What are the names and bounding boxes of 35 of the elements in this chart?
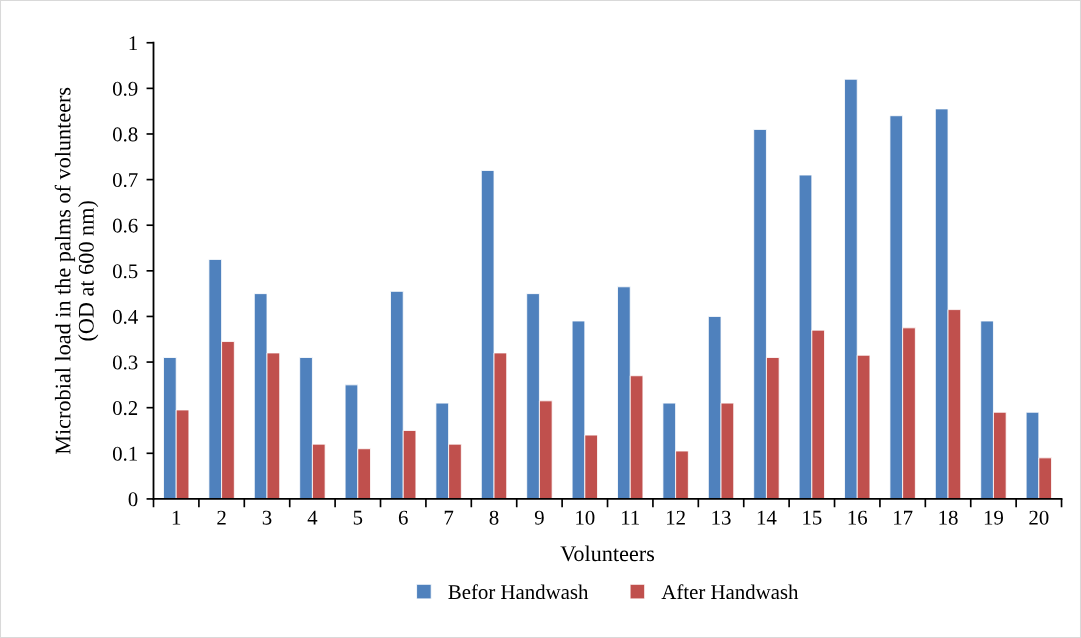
- x-tick-label: 14: [757, 510, 777, 525]
- y-tick-label: 0.7: [112, 172, 138, 188]
- x-tick-label: 19: [984, 510, 1003, 525]
- x-tick-label: 3: [262, 510, 272, 525]
- x-tick-label: 20: [1029, 510, 1049, 525]
- y-tick-label: 0.3: [112, 355, 138, 370]
- x-tick-label: 15: [803, 510, 822, 525]
- y-tick-label: 0.4: [112, 309, 138, 324]
- x-tick-label: 18: [939, 510, 958, 525]
- y-tick-label: 0.9: [112, 81, 138, 96]
- x-tick-label: 17: [894, 510, 913, 525]
- x-tick-label: 5: [353, 510, 363, 525]
- x-tick-label: 7: [444, 510, 454, 525]
- x-axis-title: Volunteers: [560, 545, 655, 562]
- y-axis-title: Microbial load in the palms of volunteers (OD at 600 nm): [54, 87, 99, 455]
- x-tick-label: 8: [489, 510, 499, 525]
- x-tick-label: 12: [667, 510, 685, 525]
- legend-label: After Handwash: [661, 584, 799, 600]
- x-tick-label: 6: [398, 510, 408, 525]
- x-tick-label: 9: [534, 510, 544, 525]
- y-tick-label: 0.5: [112, 264, 138, 279]
- y-tick-label: 0.1: [112, 446, 137, 461]
- x-tick-label: 2: [217, 510, 226, 525]
- x-tick-label: 10: [576, 510, 595, 525]
- x-tick-label: 4: [307, 510, 318, 525]
- y-tick-label: 1: [129, 36, 137, 50]
- x-tick-label: 11: [622, 510, 639, 525]
- x-tick-label: 1: [172, 510, 181, 525]
- x-tick-label: 13: [712, 510, 731, 525]
- legend-label: Befor Handwash: [448, 584, 589, 600]
- y-tick-label: 0: [128, 492, 138, 507]
- y-tick-label: 0.6: [112, 218, 138, 233]
- y-tick-label: 0.8: [112, 127, 138, 142]
- x-tick-label: 16: [848, 510, 868, 525]
- y-tick-label: 0.2: [112, 401, 138, 416]
